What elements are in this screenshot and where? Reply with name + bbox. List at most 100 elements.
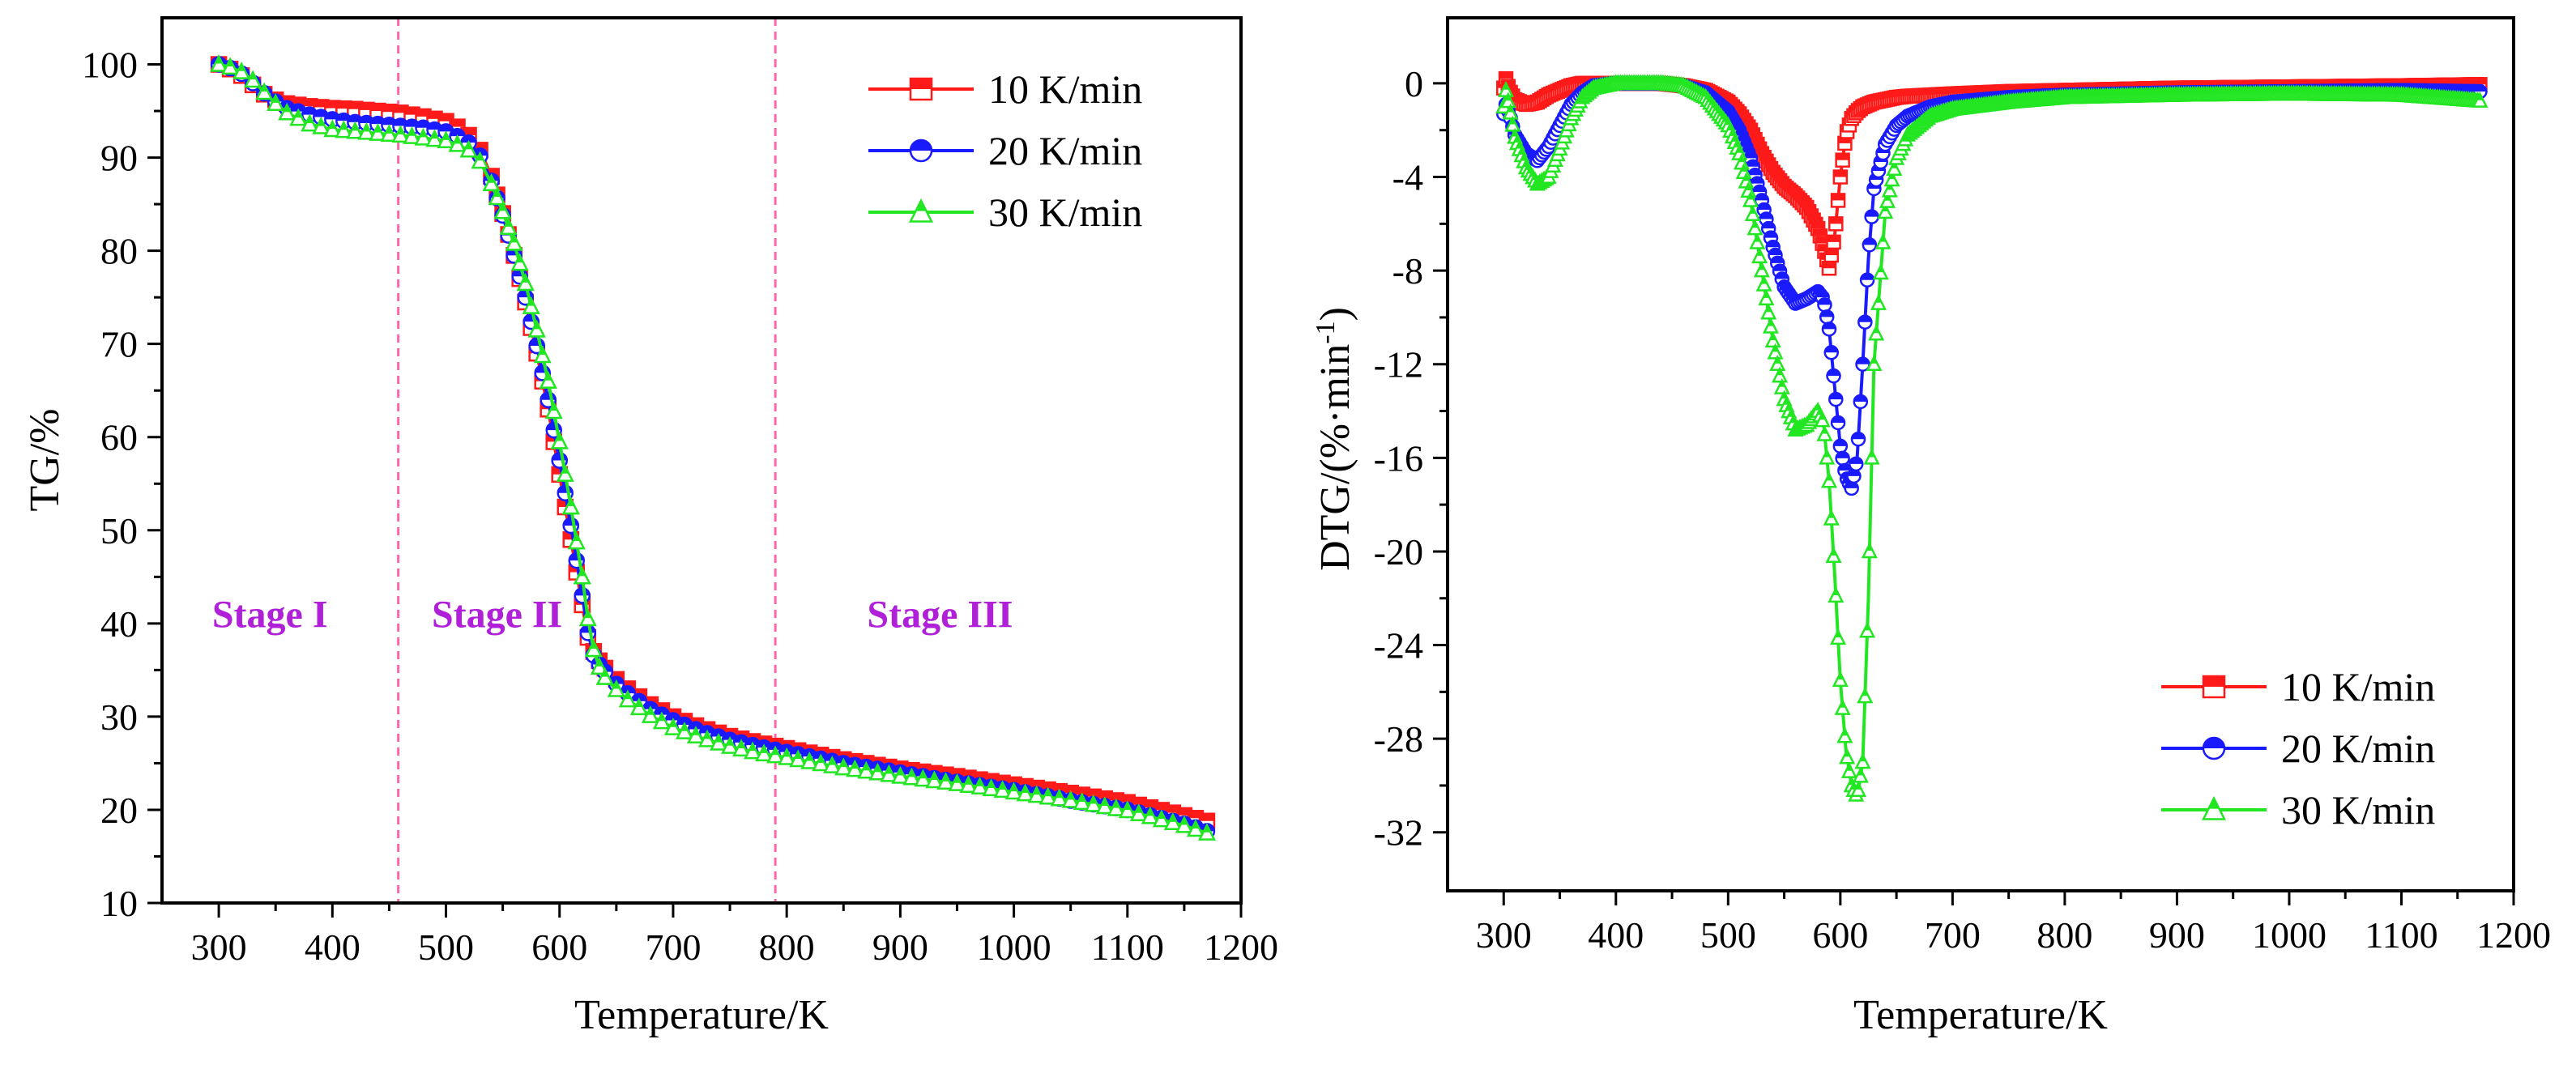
data-point: [1826, 234, 1841, 250]
legend-marker: [2202, 736, 2226, 760]
tg-x-axis-title: Temperature/K: [574, 992, 829, 1038]
data-point: [1868, 324, 1885, 341]
data-point: [1504, 115, 1521, 132]
data-point: [914, 769, 932, 787]
x-tick-label: 300: [191, 926, 247, 968]
data-point: [1107, 798, 1125, 816]
dtg-y-title-main: DTG/(%·min: [1312, 344, 1358, 571]
data-point: [1758, 289, 1775, 306]
data-point: [1751, 247, 1768, 264]
data-point: [1499, 92, 1516, 109]
data-point: [721, 736, 740, 754]
x-tick-label: 500: [1700, 914, 1756, 956]
data-point: [574, 587, 591, 604]
data-point: [1862, 237, 1878, 253]
y-tick-label: 70: [100, 324, 138, 365]
x-tick-label: 500: [418, 926, 474, 968]
data-point: [403, 126, 421, 144]
data-point: [652, 711, 671, 730]
data-point: [516, 273, 535, 292]
data-point: [732, 739, 751, 757]
y-tick-label: -28: [1374, 718, 1423, 760]
data-point: [1004, 782, 1023, 800]
y-tick-label: 80: [100, 231, 138, 272]
data-point: [970, 777, 989, 795]
data-point: [357, 121, 376, 140]
data-point: [448, 134, 467, 152]
data-point: [482, 173, 501, 191]
data-point: [1772, 366, 1789, 383]
data-point: [471, 151, 489, 169]
data-point: [1832, 169, 1849, 185]
stage-label: Stage II: [432, 593, 562, 636]
data-point: [1852, 766, 1869, 783]
data-point: [1502, 103, 1519, 120]
data-point: [1817, 297, 1832, 313]
x-tick-label: 800: [2036, 914, 2092, 956]
legend-item: 20 K/min: [868, 128, 1142, 173]
x-tick-label: 700: [1925, 914, 1981, 956]
legend-marker: [2201, 795, 2227, 820]
data-point: [1825, 547, 1842, 564]
data-point: [289, 108, 308, 126]
data-point: [1753, 261, 1770, 278]
data-point: [834, 757, 853, 776]
data-point: [1881, 181, 1898, 198]
data-point: [1118, 800, 1137, 819]
data-point: [1848, 456, 1864, 472]
series-30-k-min: [1495, 74, 2489, 803]
data-point: [544, 401, 563, 420]
data-point: [1039, 786, 1057, 805]
dtg-x-axis-title: Temperature/K: [1853, 992, 2108, 1038]
y-tick-label: -24: [1374, 625, 1423, 667]
tg-series-group: [210, 53, 1216, 841]
tg-plot-frame: [160, 16, 1243, 905]
dtg-y-title-superscript: -1: [1311, 321, 1341, 343]
legend-marker: [909, 138, 933, 163]
data-point: [902, 767, 921, 786]
data-point: [1027, 785, 1046, 803]
dtg-chart: 300 400 500 600 700 800 900 1000 1100 1200 0 -4 -8 -1…: [1311, 16, 2551, 1038]
y-tick-label: -8: [1392, 250, 1423, 292]
data-point: [1764, 331, 1781, 348]
data-point: [1820, 471, 1838, 488]
data-point: [607, 679, 625, 697]
y-tick-label: -20: [1374, 531, 1423, 573]
data-point: [1883, 170, 1900, 187]
data-point: [1749, 232, 1766, 249]
tg-legend: 10 K/min 20 K/min 30 K/min: [868, 66, 1142, 235]
data-point: [380, 124, 399, 142]
data-point: [710, 732, 728, 751]
data-point: [1163, 812, 1182, 830]
x-tick-label: 900: [872, 926, 928, 968]
data-point: [993, 780, 1012, 799]
y-tick-label: -12: [1374, 344, 1423, 385]
data-point: [301, 113, 319, 132]
data-point: [1835, 450, 1850, 466]
x-tick-label: 1000: [2252, 914, 2327, 956]
data-point: [663, 718, 682, 735]
data-point: [459, 139, 478, 158]
data-point: [1830, 628, 1847, 645]
y-tick-label: 0: [1405, 63, 1423, 104]
data-point: [1773, 378, 1790, 394]
dtg-y-axis-title: DTG/(%·min-1): [1311, 307, 1358, 571]
x-tick-label: 1100: [1091, 926, 1164, 968]
data-point: [618, 689, 637, 708]
data-point: [1186, 819, 1205, 837]
data-point: [778, 747, 796, 765]
data-point: [255, 82, 274, 100]
data-point: [1853, 394, 1869, 410]
data-point: [789, 749, 808, 768]
legend-label: 10 K/min: [988, 66, 1142, 112]
dtg-axes: 300 400 500 600 700 800 900 1000 1100 1200 0 -4 -8 -1…: [1374, 63, 2551, 956]
dtg-plot-frame: [1446, 16, 2515, 892]
data-point: [221, 57, 240, 75]
legend-label: 20 K/min: [988, 128, 1142, 173]
data-point: [1828, 586, 1845, 603]
data-point: [1819, 309, 1835, 325]
data-point: [1050, 788, 1068, 807]
data-point: [573, 566, 591, 585]
data-point: [641, 705, 659, 723]
